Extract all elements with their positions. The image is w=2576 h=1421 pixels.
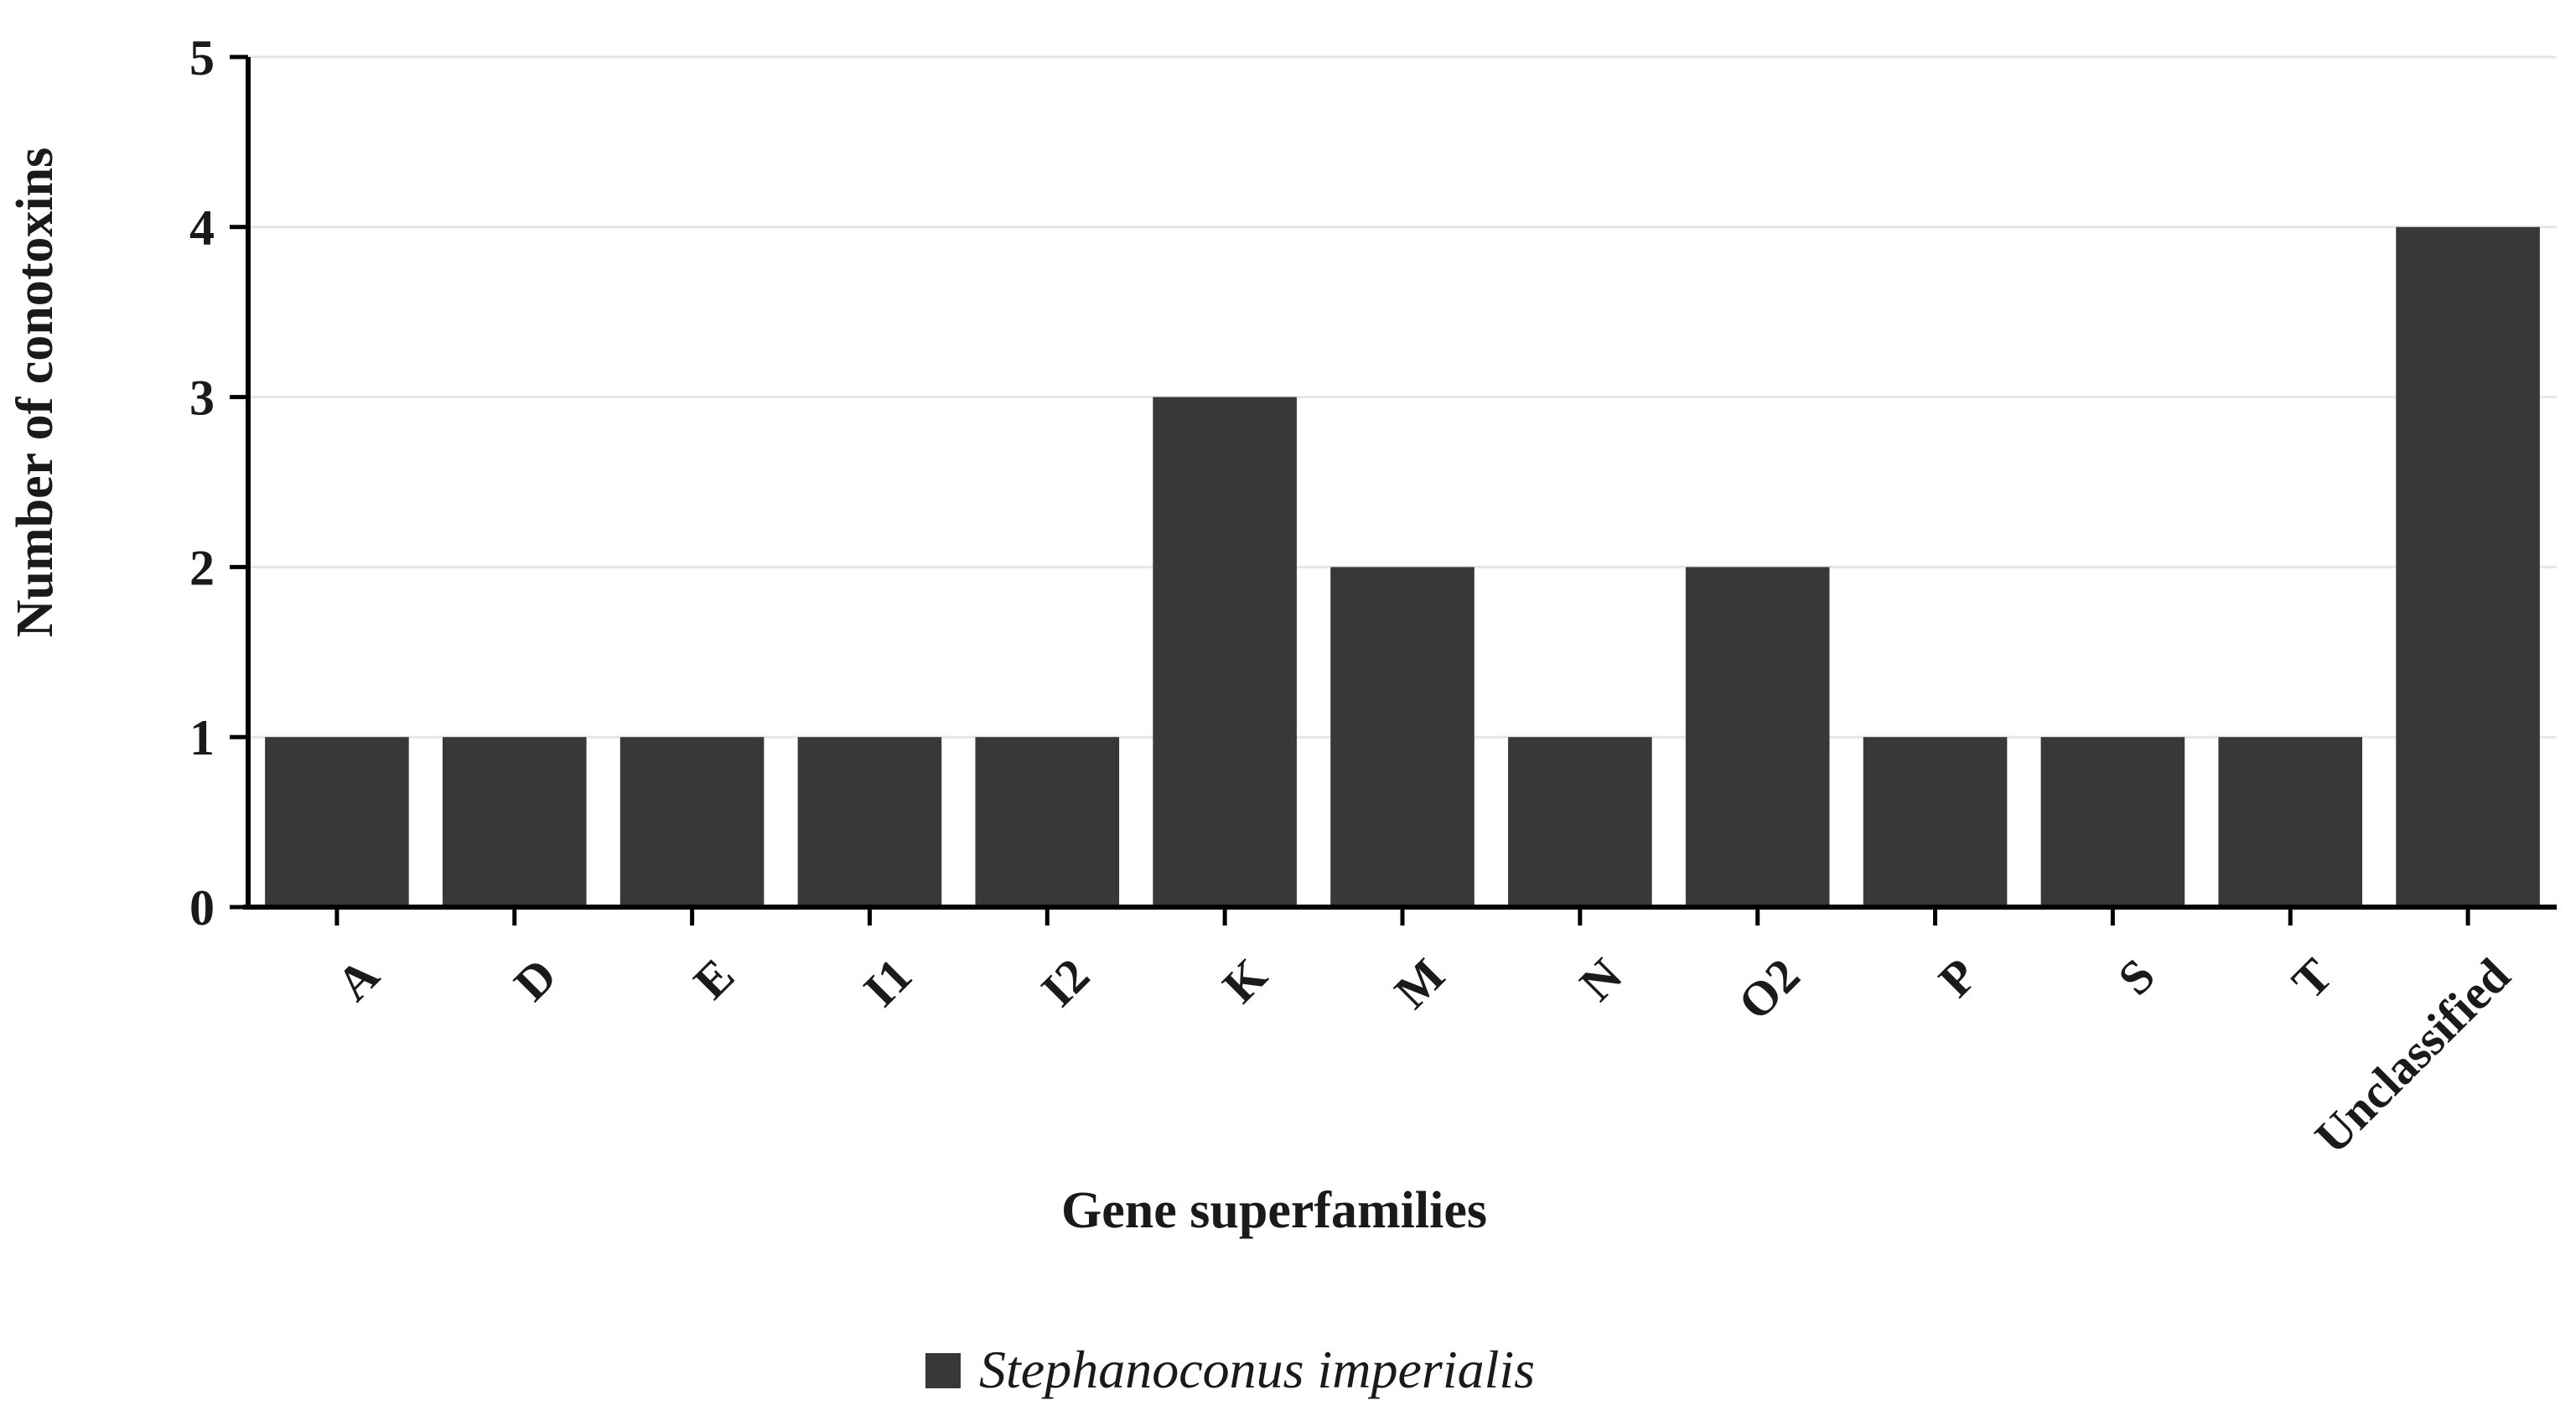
- x-tick-label-p: P: [1928, 948, 1988, 1008]
- x-tick-label-i2: I2: [1030, 948, 1099, 1017]
- axes: [230, 54, 2557, 926]
- x-tick-label-m: M: [1384, 948, 1455, 1019]
- bar-t: [2218, 737, 2363, 907]
- bar-e: [619, 737, 765, 907]
- bars: [265, 226, 2540, 908]
- legend-swatch: [925, 1353, 961, 1388]
- bar-d: [442, 737, 587, 907]
- y-tick-labels: 0 1 2 3 4 5: [189, 30, 215, 936]
- bar-k: [1153, 397, 1297, 908]
- x-tick-label-k: K: [1212, 948, 1278, 1014]
- x-tick-label-s: S: [2107, 948, 2165, 1006]
- bar-i2: [975, 737, 1120, 907]
- bar-p: [1863, 737, 2008, 907]
- y-tick-label-2: 2: [189, 540, 215, 595]
- bar-unclassified: [2396, 226, 2540, 907]
- x-tick-label-i1: I1: [853, 948, 922, 1017]
- legend-label-stephanoconus-imperialis: Stephanoconus imperialis: [979, 1340, 1535, 1399]
- bar-a: [265, 737, 409, 907]
- bar-i1: [797, 737, 942, 907]
- y-tick-label-0: 0: [189, 880, 215, 936]
- x-tick-label-e: E: [683, 948, 744, 1009]
- bar-m: [1330, 567, 1475, 907]
- x-tick-label-n: N: [1569, 948, 1633, 1012]
- y-axis-title: Number of conotoxins: [7, 148, 64, 637]
- y-tick-label-1: 1: [189, 710, 215, 765]
- bar-s: [2040, 737, 2185, 907]
- x-tick-label-t: T: [2282, 948, 2343, 1009]
- bar-o2: [1685, 567, 1830, 907]
- y-tick-label-4: 4: [189, 200, 215, 256]
- legend: Stephanoconus imperialis: [925, 1340, 1535, 1399]
- x-tick-label-o2: O2: [1728, 948, 1810, 1030]
- x-tick-label-d: D: [504, 948, 568, 1012]
- y-tick-label-5: 5: [189, 30, 215, 86]
- x-axis-title: Gene superfamilies: [1061, 1182, 1487, 1239]
- x-tick-label-a: A: [326, 948, 390, 1012]
- bar-n: [1508, 737, 1652, 907]
- y-tick-label-3: 3: [189, 371, 215, 426]
